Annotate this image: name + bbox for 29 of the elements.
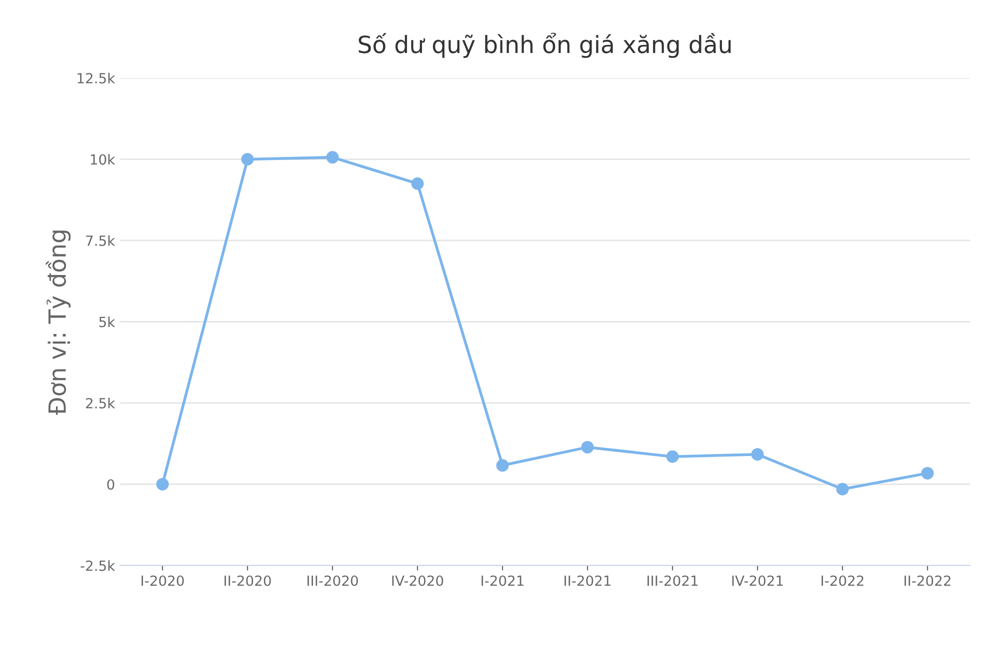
x-tick-label: III-2021 — [648, 575, 698, 586]
x-tick-label: II-2022 — [904, 575, 950, 586]
point — [326, 151, 339, 164]
point — [921, 466, 934, 480]
point — [836, 482, 849, 496]
point — [581, 440, 594, 454]
point — [156, 478, 169, 490]
x-tick-label: IV-2020 — [392, 575, 444, 586]
y-tick-label: 12.5k — [78, 72, 116, 84]
y-tick-label: 0 — [107, 479, 114, 490]
x-tick-label: II-2020 — [224, 575, 271, 586]
x-tick-label: IV-2021 — [732, 575, 783, 586]
x-tick-label: I-2020 — [142, 575, 184, 586]
point — [666, 450, 679, 463]
y-tick-label: 10k — [90, 154, 116, 165]
x-tick-label: III-2020 — [308, 575, 358, 586]
y-tick-label: -2.5k — [80, 560, 116, 571]
point — [241, 153, 254, 166]
y-axis-title: Đơn vị: Tỷ đồng — [46, 230, 71, 415]
y-tick-label: 7.5k — [86, 235, 116, 246]
point — [411, 177, 424, 190]
x-tick-label: II-2021 — [564, 575, 610, 586]
point — [751, 448, 764, 461]
x-tick-label: I-2021 — [482, 575, 524, 586]
y-tick-label: 2.5k — [86, 398, 116, 408]
x-tick-label: I-2022 — [822, 575, 864, 586]
y-tick-label: 5k — [99, 316, 116, 328]
chart-title: Số dư quỹ bình ổn giá xăng dầu — [358, 32, 731, 58]
point — [496, 459, 509, 472]
